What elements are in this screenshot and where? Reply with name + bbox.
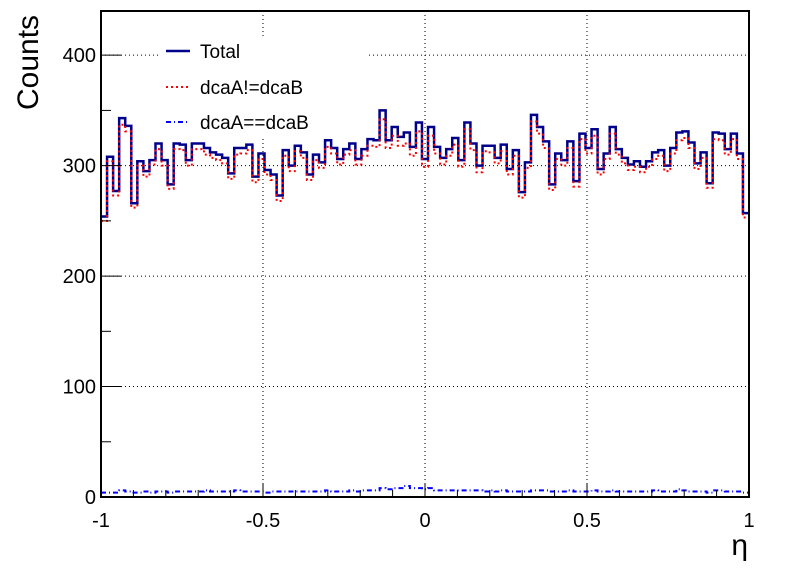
x-tick-label: 0 xyxy=(419,510,430,532)
series-layer xyxy=(101,109,749,494)
x-tick-label: 0.5 xyxy=(573,510,601,532)
y-tick-labels: 0 100 200 300 400 xyxy=(63,45,96,509)
axis-ticks xyxy=(100,54,750,498)
x-tick-label: -1 xyxy=(92,510,110,532)
legend-label-dca-diff: dcaA!=dcaB xyxy=(200,78,303,99)
legend-label-dca-same: dcaA==dcaB xyxy=(200,113,309,134)
legend-background xyxy=(160,36,366,136)
y-axis-title: Counts xyxy=(12,15,45,110)
x-tick-label: 1 xyxy=(743,510,754,532)
x-axis-title: η xyxy=(731,529,748,562)
legend: Total dcaA!=dcaB dcaA==dcaB xyxy=(160,36,366,136)
y-tick-label: 0 xyxy=(85,487,96,509)
legend-label-total: Total xyxy=(200,42,240,63)
y-tick-label: 200 xyxy=(63,266,96,288)
x-tick-labels: -1 -0.5 0 0.5 1 xyxy=(92,510,754,532)
x-tick-label: -0.5 xyxy=(246,510,280,532)
series-dca-diff-line xyxy=(101,118,749,222)
y-tick-label: 100 xyxy=(63,377,96,399)
y-tick-label: 300 xyxy=(63,156,96,178)
y-tick-label: 400 xyxy=(63,45,96,67)
